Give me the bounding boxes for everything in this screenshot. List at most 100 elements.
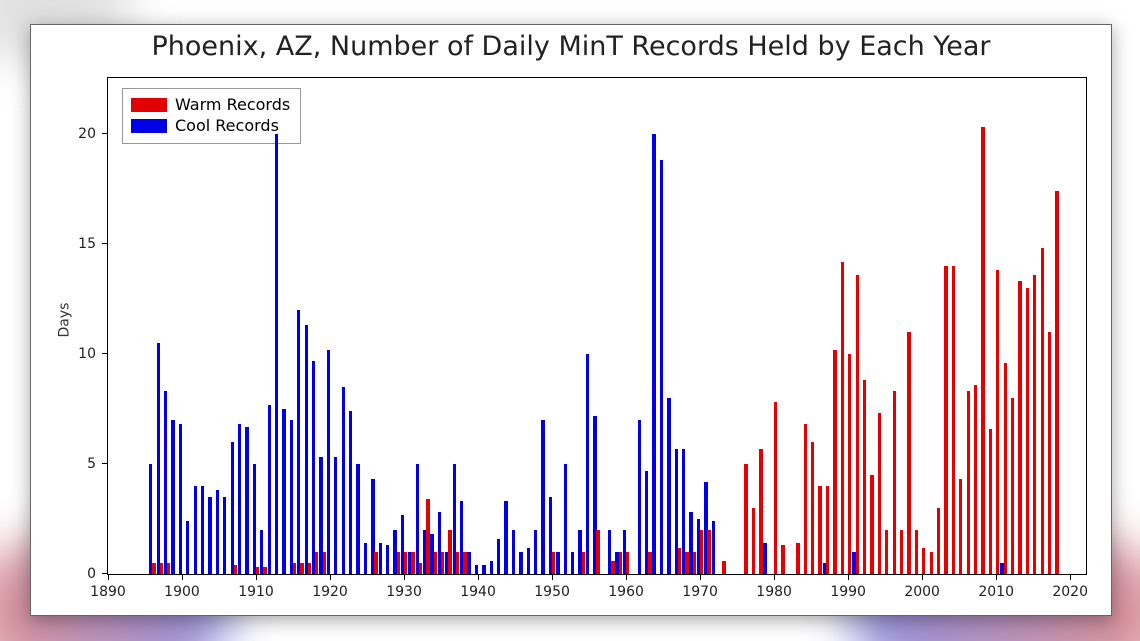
ytick-mark <box>102 463 108 464</box>
bar-warm <box>930 552 933 574</box>
xtick-mark <box>108 574 109 580</box>
bar-cool <box>541 420 544 574</box>
bar-warm <box>611 561 614 574</box>
legend-label-cool: Cool Records <box>175 116 279 135</box>
bar-cool <box>245 427 248 574</box>
bar-cool <box>201 486 204 574</box>
bar-warm <box>937 508 940 574</box>
xtick-mark <box>256 574 257 580</box>
bar-warm <box>308 563 311 574</box>
bar-cool <box>571 552 574 574</box>
bar-cool <box>268 405 271 574</box>
bar-cool <box>763 543 766 574</box>
bar-warm <box>722 561 725 574</box>
bar-warm <box>863 380 866 574</box>
xtick-label: 1930 <box>386 584 422 600</box>
plot-area: Warm Records Cool Records 05101520189019… <box>107 77 1087 575</box>
bar-cool <box>171 420 174 574</box>
bar-cool <box>216 490 219 574</box>
bar-warm <box>463 552 466 574</box>
bar-cool <box>334 457 337 574</box>
bar-warm <box>626 552 629 574</box>
xtick-label: 1950 <box>534 584 570 600</box>
legend-label-warm: Warm Records <box>175 95 290 114</box>
legend-swatch-cool <box>131 119 167 133</box>
bar-cool <box>164 391 167 574</box>
y-axis-label: Days <box>56 303 72 338</box>
bar-warm <box>1004 363 1007 574</box>
bar-warm <box>885 530 888 574</box>
bar-warm <box>752 508 755 574</box>
bar-warm <box>693 552 696 574</box>
bar-cool <box>208 497 211 574</box>
bar-cool <box>475 565 478 574</box>
bar-warm <box>1033 275 1036 574</box>
xtick-mark <box>182 574 183 580</box>
xtick-mark <box>848 574 849 580</box>
bar-cool <box>327 350 330 574</box>
bar-cool <box>275 134 278 574</box>
bar-warm <box>160 563 163 574</box>
xtick-mark <box>626 574 627 580</box>
bar-warm <box>619 552 622 574</box>
bar-warm <box>841 262 844 574</box>
xtick-mark <box>1070 574 1071 580</box>
bar-warm <box>759 449 762 574</box>
bar-warm <box>959 479 962 574</box>
bar-cool <box>586 354 589 574</box>
bar-warm <box>804 424 807 574</box>
bar-cool <box>364 543 367 574</box>
bar-cool <box>416 464 419 574</box>
bar-warm <box>907 332 910 574</box>
bar-warm <box>922 548 925 574</box>
ytick-label: 5 <box>74 456 96 472</box>
bar-warm <box>900 530 903 574</box>
bar-warm <box>700 530 703 574</box>
ytick-label: 10 <box>74 346 96 362</box>
bar-warm <box>167 563 170 574</box>
ytick-label: 0 <box>74 566 96 582</box>
bar-cool <box>238 424 241 574</box>
bar-cool <box>482 565 485 574</box>
bar-warm <box>870 475 873 574</box>
bar-warm <box>826 486 829 574</box>
xtick-label: 1890 <box>90 584 126 600</box>
bar-warm <box>234 565 237 574</box>
bar-cool <box>179 424 182 574</box>
bar-warm <box>315 552 318 574</box>
bar-cool <box>186 521 189 574</box>
bar-warm <box>411 552 414 574</box>
xtick-mark <box>478 574 479 580</box>
bar-warm <box>441 552 444 574</box>
chart-title: Phoenix, AZ, Number of Daily MinT Record… <box>31 31 1111 62</box>
xtick-label: 1910 <box>238 584 274 600</box>
bar-warm <box>707 530 710 574</box>
chart-card: Phoenix, AZ, Number of Daily MinT Record… <box>30 24 1112 616</box>
bar-cool <box>282 409 285 574</box>
bar-cool <box>512 530 515 574</box>
bar-cool <box>519 552 522 574</box>
bar-warm <box>781 545 784 574</box>
bar-warm <box>1041 248 1044 574</box>
bar-warm <box>456 552 459 574</box>
bar-cool <box>305 325 308 574</box>
bar-cool <box>638 420 641 574</box>
xtick-mark <box>404 574 405 580</box>
bar-warm <box>856 275 859 574</box>
bar-warm <box>448 530 451 574</box>
bar-cool <box>712 521 715 574</box>
bar-cool <box>194 486 197 574</box>
bar-warm <box>981 127 984 574</box>
bar-warm <box>1011 398 1014 574</box>
bar-warm <box>323 552 326 574</box>
bar-warm <box>300 563 303 574</box>
bar-cool <box>231 442 234 574</box>
ytick-label: 20 <box>74 126 96 142</box>
bar-warm <box>774 402 777 574</box>
xtick-mark <box>922 574 923 580</box>
bar-cool <box>356 464 359 574</box>
bar-warm <box>152 563 155 574</box>
ytick-mark <box>102 353 108 354</box>
bar-cool <box>379 543 382 574</box>
bar-warm <box>1018 281 1021 574</box>
